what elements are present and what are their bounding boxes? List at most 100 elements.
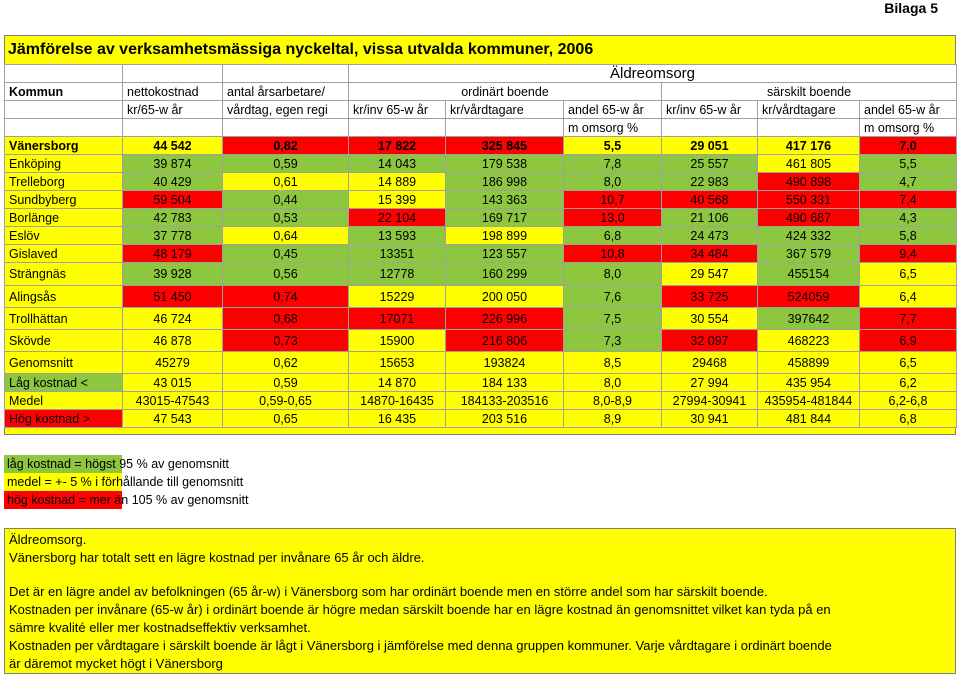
table-cell: 0,59 (222, 373, 349, 392)
table-cell: 490 898 (757, 172, 860, 191)
table-cell: 8,5 (563, 351, 662, 374)
table-cell: 34 484 (661, 244, 758, 263)
table-row: Trelleborg 40 429 0,61 14 889 186 998 8,0 22 9… (4, 172, 958, 191)
table-cell: 33 725 (661, 285, 758, 308)
table-cell: 6,8 (563, 226, 662, 245)
table-row: Eslöv 37 778 0,64 13 593 198 899 6,8 24 473 424… (4, 226, 958, 245)
table-row: Medel 43015-47543 0,59-0,65 14870-16435 1841… (4, 391, 958, 410)
table-cell: 6,4 (858, 285, 958, 308)
table-cell: 7,0 (858, 136, 958, 155)
table-cell: 46 878 (122, 329, 223, 352)
table-cell: 15229 (348, 285, 446, 308)
table-cell: 27 994 (661, 373, 758, 392)
table-cell: 6,8 (858, 409, 958, 428)
table-cell: 226 996 (445, 307, 564, 330)
table-cell: 13 593 (348, 226, 446, 245)
table-cell: 7,3 (563, 329, 662, 352)
row-name: Strängnäs (4, 262, 123, 286)
table-cell: 39 928 (122, 262, 223, 286)
table-cell: 203 516 (445, 409, 564, 428)
table-cell: 44 542 (122, 136, 223, 155)
header-row-3: m omsorg % m omsorg % (4, 118, 958, 137)
table-cell: 550 331 (757, 190, 860, 209)
table-cell: 40 568 (661, 190, 758, 209)
table-cell: 30 941 (661, 409, 758, 428)
header-ord-omsorg: m omsorg % (563, 118, 662, 137)
table-cell: 0,53 (222, 208, 349, 227)
row-name: Medel (4, 391, 123, 410)
row-name: Genomsnitt (4, 351, 123, 374)
table-cell: 417 176 (757, 136, 860, 155)
legend-low: låg kostnad = högst 95 % av genomsnitt (4, 455, 249, 473)
table-cell: 179 538 (445, 154, 564, 173)
table-row: Sundbyberg 59 504 0,44 15 399 143 363 10,7 40 … (4, 190, 958, 209)
table-cell: 0,56 (222, 262, 349, 286)
table-cell: 14870-16435 (348, 391, 446, 410)
table-cell: 524059 (757, 285, 860, 308)
table-cell: 461 805 (757, 154, 860, 173)
table-cell: 193824 (445, 351, 564, 374)
header-kr-65: kr/65-w år (122, 100, 223, 119)
table-cell: 481 844 (757, 409, 860, 428)
table-cell: 0,45 (222, 244, 349, 263)
table-cell: 325 845 (445, 136, 564, 155)
table-cell: 7,6 (563, 285, 662, 308)
table-cell: 0,62 (222, 351, 349, 374)
table-cell: 6,5 (858, 262, 958, 286)
table-cell: 7,8 (563, 154, 662, 173)
header-ord-andel: andel 65-w år (563, 100, 662, 119)
row-name: Trollhättan (4, 307, 123, 330)
table-cell: 21 106 (661, 208, 758, 227)
table-cell: 0,74 (222, 285, 349, 308)
header-ord-kr-vardtagare: kr/vårdtagare (445, 100, 564, 119)
table-cell: 13,0 (563, 208, 662, 227)
table-cell: 14 043 (348, 154, 446, 173)
table-row: Enköping 39 874 0,59 14 043 179 538 7,8 25 557… (4, 154, 958, 173)
table-cell: 367 579 (757, 244, 860, 263)
table-row: Trollhättan 46 724 0,68 17071 226 996 7,5 30 5… (4, 307, 958, 330)
table-cell: 22 983 (661, 172, 758, 191)
table-cell: 0,73 (222, 329, 349, 352)
table-row: Skövde 46 878 0,73 15900 216 806 7,3 32 097 468… (4, 329, 958, 352)
row-name: Eslöv (4, 226, 123, 245)
table-cell: 424 332 (757, 226, 860, 245)
table-cell: 143 363 (445, 190, 564, 209)
table-cell: 7,5 (563, 307, 662, 330)
section-title: Äldreomsorg (347, 64, 958, 83)
header-kommun: Kommun (4, 82, 123, 101)
table-cell: 15653 (348, 351, 446, 374)
table-cell: 37 778 (122, 226, 223, 245)
table-cell: 468223 (757, 329, 860, 352)
table-cell: 32 097 (661, 329, 758, 352)
table-cell: 5,5 (858, 154, 958, 173)
table-cell: 4,7 (858, 172, 958, 191)
table-cell: 458899 (757, 351, 860, 374)
table-cell: 51 450 (122, 285, 223, 308)
row-name: Låg kostnad < (4, 373, 123, 392)
table-row: Alingsås 51 450 0,74 15229 200 050 7,6 33 725 5… (4, 285, 958, 308)
table-cell: 40 429 (122, 172, 223, 191)
table-cell: 48 179 (122, 244, 223, 263)
table-cell: 24 473 (661, 226, 758, 245)
table-cell: 0,59-0,65 (222, 391, 349, 410)
table-cell: 5,5 (563, 136, 662, 155)
table-row: Låg kostnad <43 015 0,59 14 870 184 133 8,0 2… (4, 373, 958, 392)
table-cell: 46 724 (122, 307, 223, 330)
table-cell: 8,9 (563, 409, 662, 428)
table-cell: 8,0-8,9 (563, 391, 662, 410)
table-cell: 200 050 (445, 285, 564, 308)
table-cell: 435954-481844 (757, 391, 860, 410)
table-row: Borlänge 42 783 0,53 22 104 169 717 13,0 21 10… (4, 208, 958, 227)
commentary-p3a: Kostnaden per invånare (65-w år) i ordin… (9, 602, 831, 617)
header-row-2: kr/65-w år vårdtag, egen regi kr/inv 65-… (4, 100, 958, 119)
table-cell: 59 504 (122, 190, 223, 209)
table-cell: 12778 (348, 262, 446, 286)
table-cell: 0,68 (222, 307, 349, 330)
key-figures-table: Äldreomsorg Kommun nettokostnad antal år… (4, 64, 958, 428)
table-cell: 8,0 (563, 373, 662, 392)
header-ord-kr-inv: kr/inv 65-w år (348, 100, 446, 119)
table-cell: 8,0 (563, 262, 662, 286)
table-row: Vänersborg 44 542 0,82 17 822 325 845 5,5 29 0… (4, 136, 958, 155)
table-cell: 397642 (757, 307, 860, 330)
row-name: Borlänge (4, 208, 123, 227)
